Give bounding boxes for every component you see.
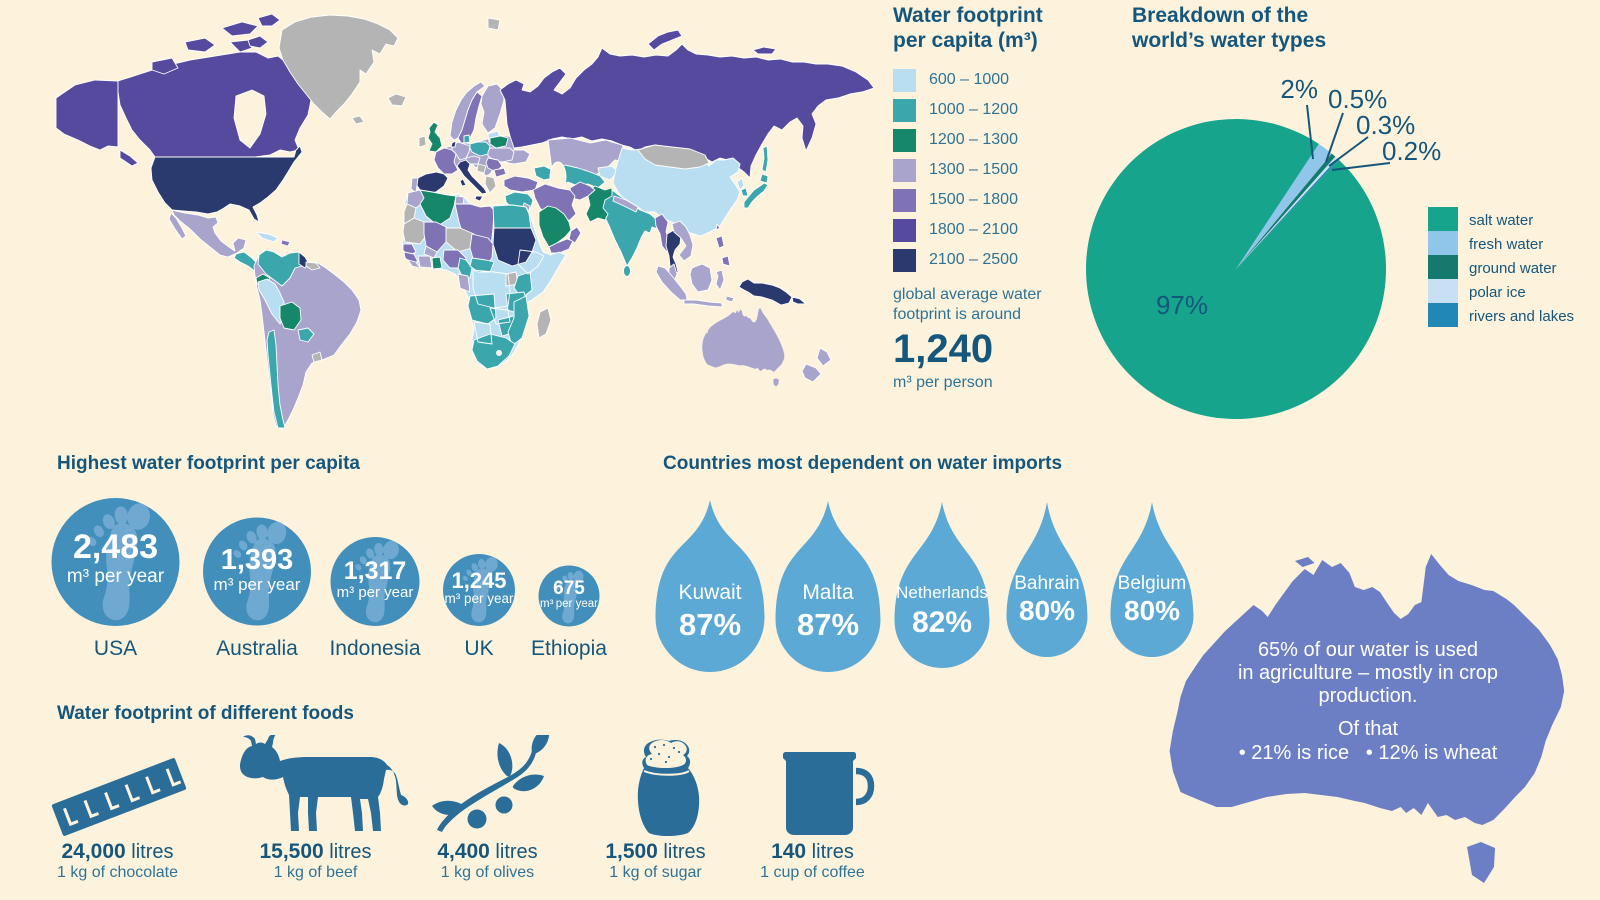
svg-text:Malta: Malta xyxy=(802,581,854,604)
svg-text:USA: USA xyxy=(94,637,137,660)
svg-text:m³ per year: m³ per year xyxy=(540,598,598,610)
svg-text:ground water: ground water xyxy=(1469,260,1557,277)
svg-text:Of that: Of that xyxy=(1338,718,1398,740)
svg-text:m³ per year: m³ per year xyxy=(67,566,165,587)
svg-text:2,483: 2,483 xyxy=(73,528,158,566)
svg-text:m³ per year: m³ per year xyxy=(214,575,301,594)
svg-text:1,245: 1,245 xyxy=(451,568,506,593)
svg-text:87%: 87% xyxy=(679,607,741,642)
svg-text:2%: 2% xyxy=(1280,74,1318,104)
svg-text:80%: 80% xyxy=(1124,595,1180,626)
svg-text:Belgium: Belgium xyxy=(1118,573,1187,594)
svg-text:1,317: 1,317 xyxy=(344,557,407,585)
svg-text:production.: production. xyxy=(1319,685,1418,707)
svg-text:Kuwait: Kuwait xyxy=(678,581,741,604)
svg-text:0.3%: 0.3% xyxy=(1356,110,1415,140)
svg-text:Bahrain: Bahrain xyxy=(1014,573,1080,594)
svg-text:Australia: Australia xyxy=(216,637,298,660)
svg-text:87%: 87% xyxy=(797,607,859,642)
svg-text:salt water: salt water xyxy=(1469,212,1533,229)
svg-text:82%: 82% xyxy=(912,606,972,639)
svg-text:UK: UK xyxy=(464,637,493,660)
svg-text:80%: 80% xyxy=(1019,595,1075,626)
svg-text:m³ per year: m³ per year xyxy=(337,584,414,601)
svg-text:polar ice: polar ice xyxy=(1469,284,1526,301)
svg-text:Netherlands: Netherlands xyxy=(896,583,988,602)
svg-text:0.5%: 0.5% xyxy=(1328,84,1387,114)
svg-text:• 21% is rice • 12% is wheat: • 21% is rice • 12% is wheat xyxy=(1239,742,1498,764)
svg-text:in agriculture – mostly in cro: in agriculture – mostly in crop xyxy=(1238,662,1498,684)
svg-text:97%: 97% xyxy=(1156,290,1208,320)
svg-text:Indonesia: Indonesia xyxy=(329,637,420,660)
svg-text:Ethiopia: Ethiopia xyxy=(531,637,607,660)
svg-text:rivers and lakes: rivers and lakes xyxy=(1469,308,1574,325)
svg-text:65% of our water is used: 65% of our water is used xyxy=(1258,639,1478,661)
svg-text:675: 675 xyxy=(553,578,585,599)
svg-text:m³ per year: m³ per year xyxy=(444,591,514,606)
svg-text:1,393: 1,393 xyxy=(221,544,294,576)
svg-text:0.2%: 0.2% xyxy=(1382,136,1441,166)
svg-text:fresh water: fresh water xyxy=(1469,236,1543,253)
